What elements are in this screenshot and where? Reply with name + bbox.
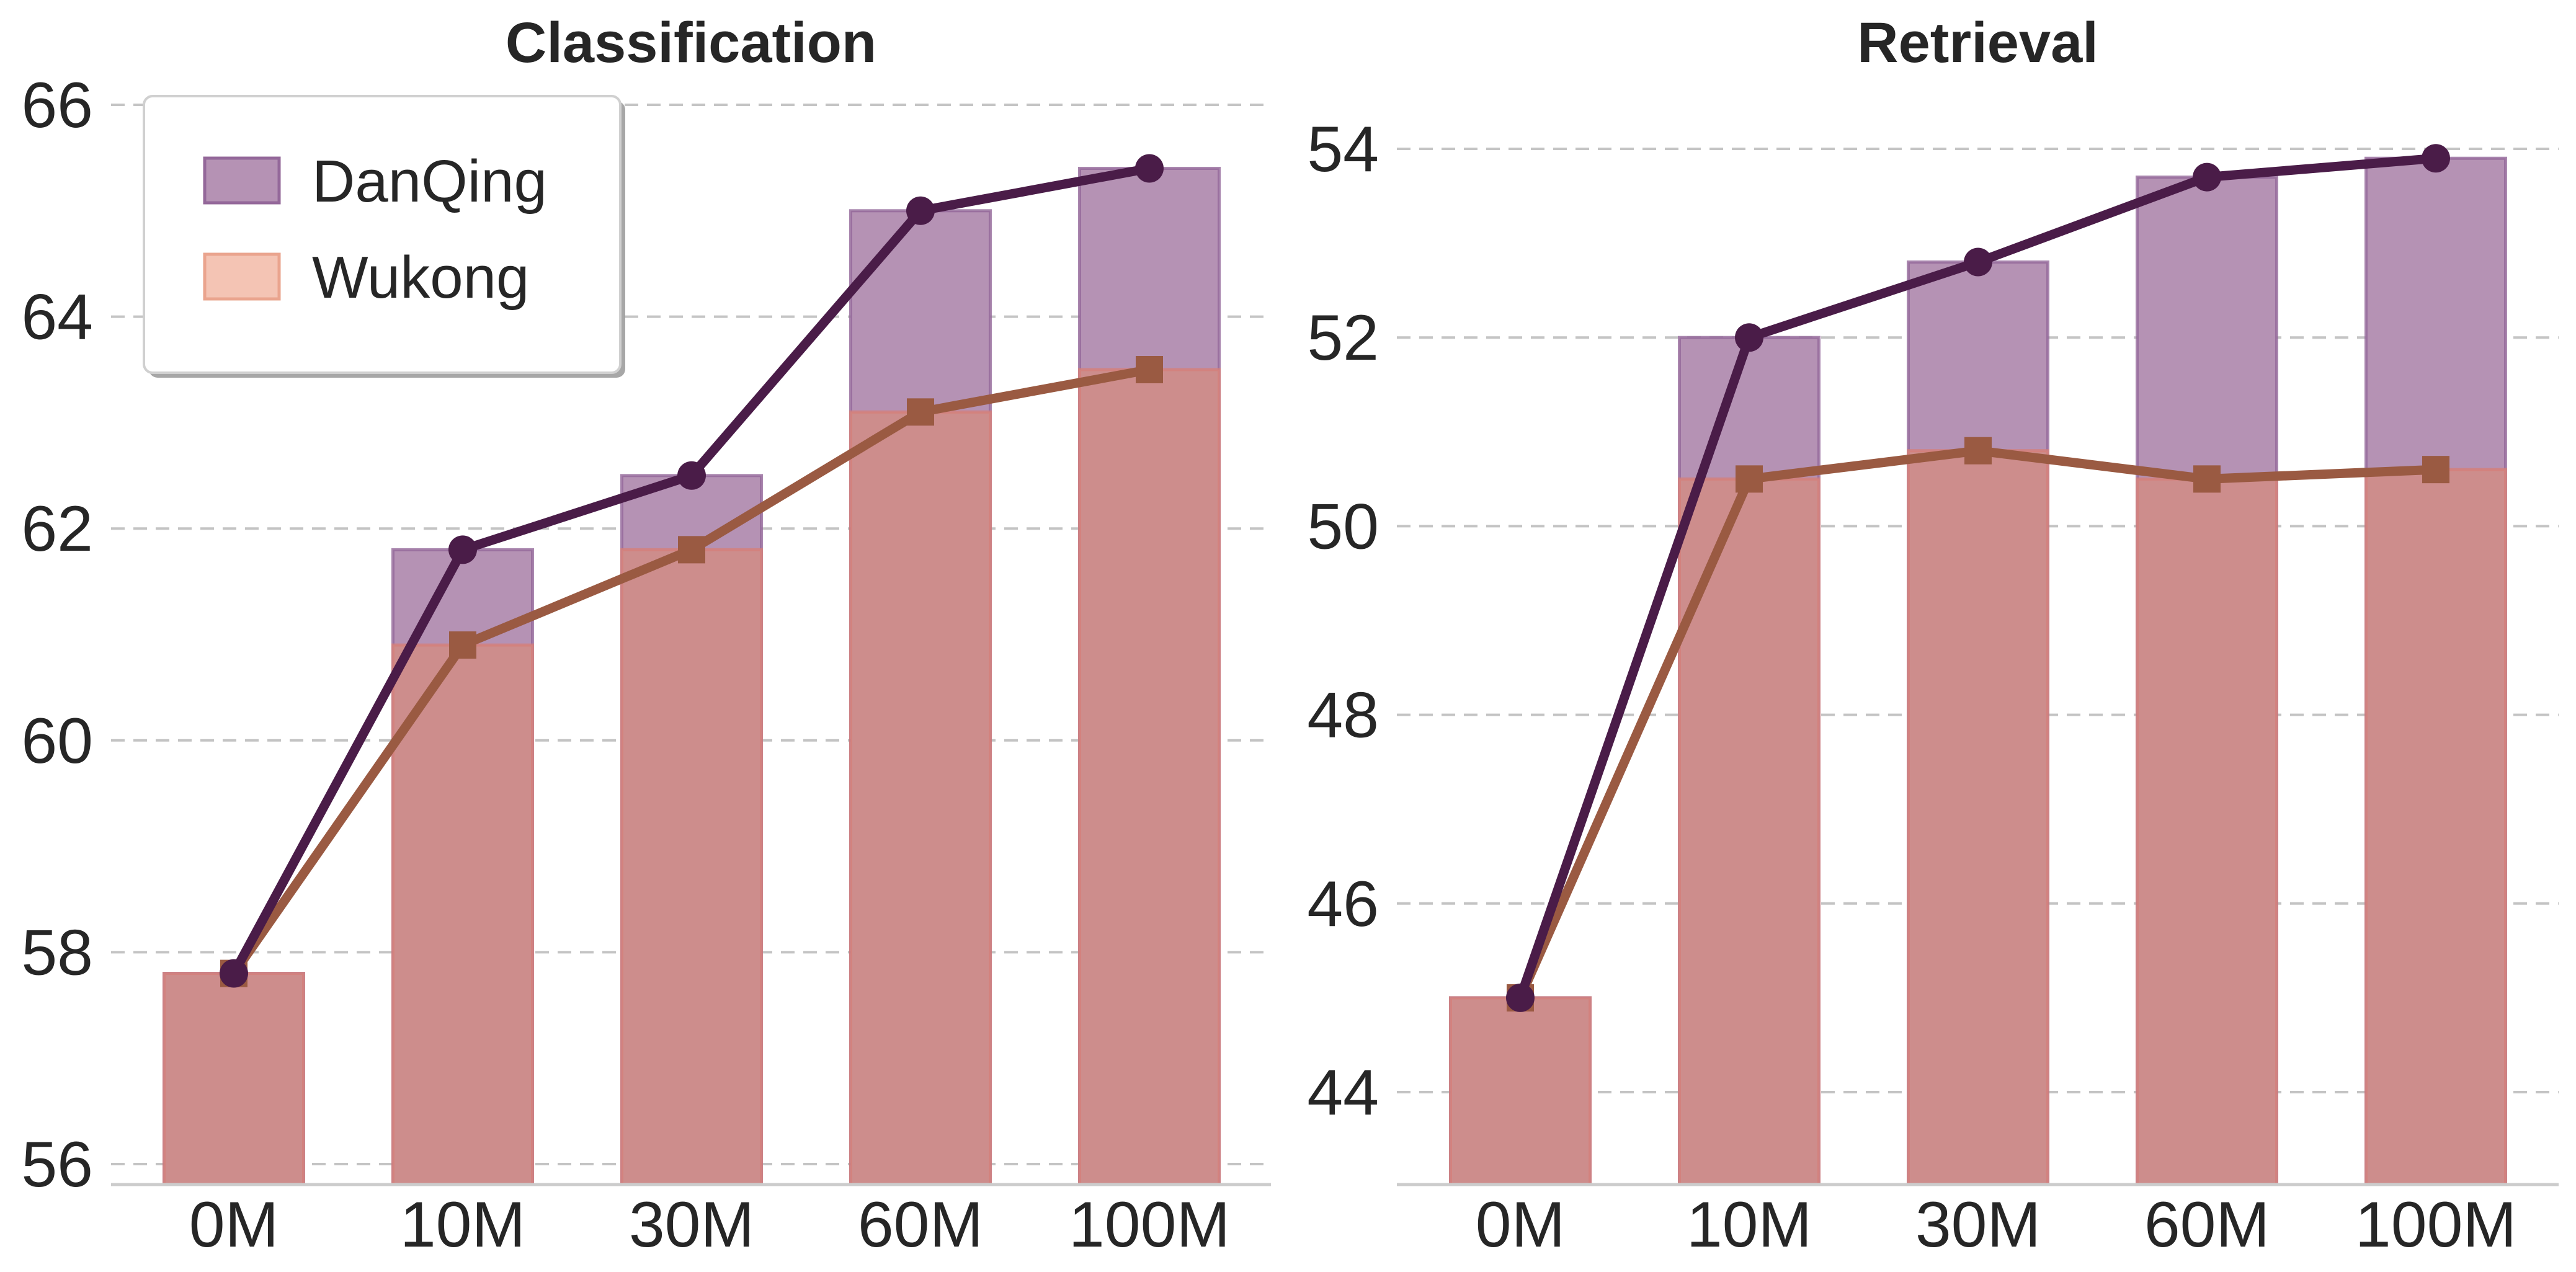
x-tick-label: 10M bbox=[400, 1189, 525, 1261]
x-tick-label: 60M bbox=[2144, 1189, 2270, 1261]
x-tick-label: 100M bbox=[1069, 1189, 1230, 1261]
marker-danqing bbox=[1135, 154, 1164, 183]
y-tick-label: 46 bbox=[1307, 868, 1379, 940]
y-tick-label: 52 bbox=[1307, 302, 1379, 374]
marker-wukong bbox=[907, 398, 934, 426]
marker-wukong bbox=[678, 536, 705, 564]
marker-wukong bbox=[449, 631, 476, 659]
bar-wukong bbox=[2364, 468, 2507, 1186]
x-tick-label: 0M bbox=[189, 1189, 279, 1261]
bar-wukong bbox=[1907, 449, 2049, 1186]
bar-wukong bbox=[1078, 368, 1221, 1186]
marker-danqing bbox=[1506, 983, 1535, 1012]
marker-wukong bbox=[2422, 456, 2449, 484]
bar-wukong bbox=[391, 643, 534, 1186]
y-tick-label: 56 bbox=[21, 1129, 93, 1201]
x-tick-label: 10M bbox=[1687, 1189, 1812, 1261]
bar-wukong bbox=[2136, 477, 2278, 1186]
y-tick-label: 58 bbox=[21, 917, 93, 989]
x-tick-label: 30M bbox=[1915, 1189, 2041, 1261]
chart-title: Retrieval bbox=[1857, 11, 2098, 74]
bar-wukong bbox=[163, 972, 305, 1186]
legend: DanQing Wukong bbox=[143, 95, 625, 378]
marker-wukong bbox=[1736, 465, 1763, 493]
bar-wukong bbox=[620, 548, 763, 1186]
legend-label-wukong: Wukong bbox=[312, 244, 529, 311]
marker-danqing bbox=[2193, 162, 2221, 192]
x-tick-label: 30M bbox=[629, 1189, 754, 1261]
panel-retrieval: 44 46 48 50 52 54 0M 10M 30M 60M 100M Retrieval bbox=[1307, 11, 2559, 1261]
legend-box bbox=[143, 95, 622, 374]
y-tick-label: 60 bbox=[21, 705, 93, 777]
marker-danqing bbox=[906, 196, 935, 225]
x-tick-label: 60M bbox=[858, 1189, 983, 1261]
y-tick-label: 54 bbox=[1307, 113, 1379, 185]
marker-danqing bbox=[1964, 247, 1992, 277]
bar-wukong bbox=[1449, 996, 1592, 1186]
bar-wukong bbox=[1678, 477, 1821, 1186]
marker-danqing bbox=[448, 535, 477, 564]
marker-danqing bbox=[2422, 144, 2450, 173]
marker-wukong bbox=[1136, 356, 1163, 383]
y-tick-label: 62 bbox=[21, 493, 93, 565]
legend-swatch-wukong bbox=[203, 252, 281, 301]
marker-wukong bbox=[1964, 437, 1992, 465]
legend-swatch-danqing bbox=[203, 156, 281, 205]
y-tick-label: 50 bbox=[1307, 491, 1379, 563]
x-tick-label: 0M bbox=[1476, 1189, 1565, 1261]
marker-wukong bbox=[2193, 465, 2221, 493]
x-tick-label: 100M bbox=[2355, 1189, 2516, 1261]
y-tick-label: 64 bbox=[21, 282, 93, 354]
marker-danqing bbox=[220, 959, 248, 988]
y-tick-label: 44 bbox=[1307, 1057, 1379, 1129]
marker-danqing bbox=[1735, 323, 1763, 352]
y-tick-label: 66 bbox=[21, 69, 93, 141]
panel-classification: 56 58 60 62 64 66 0M 10M 30M 60M 100M Classificatio… bbox=[21, 11, 1271, 1261]
bar-wukong bbox=[849, 410, 992, 1186]
y-tick-label: 48 bbox=[1307, 680, 1379, 752]
legend-label-danqing: DanQing bbox=[312, 148, 547, 215]
chart-title: Classification bbox=[506, 11, 876, 74]
marker-danqing bbox=[677, 461, 706, 490]
